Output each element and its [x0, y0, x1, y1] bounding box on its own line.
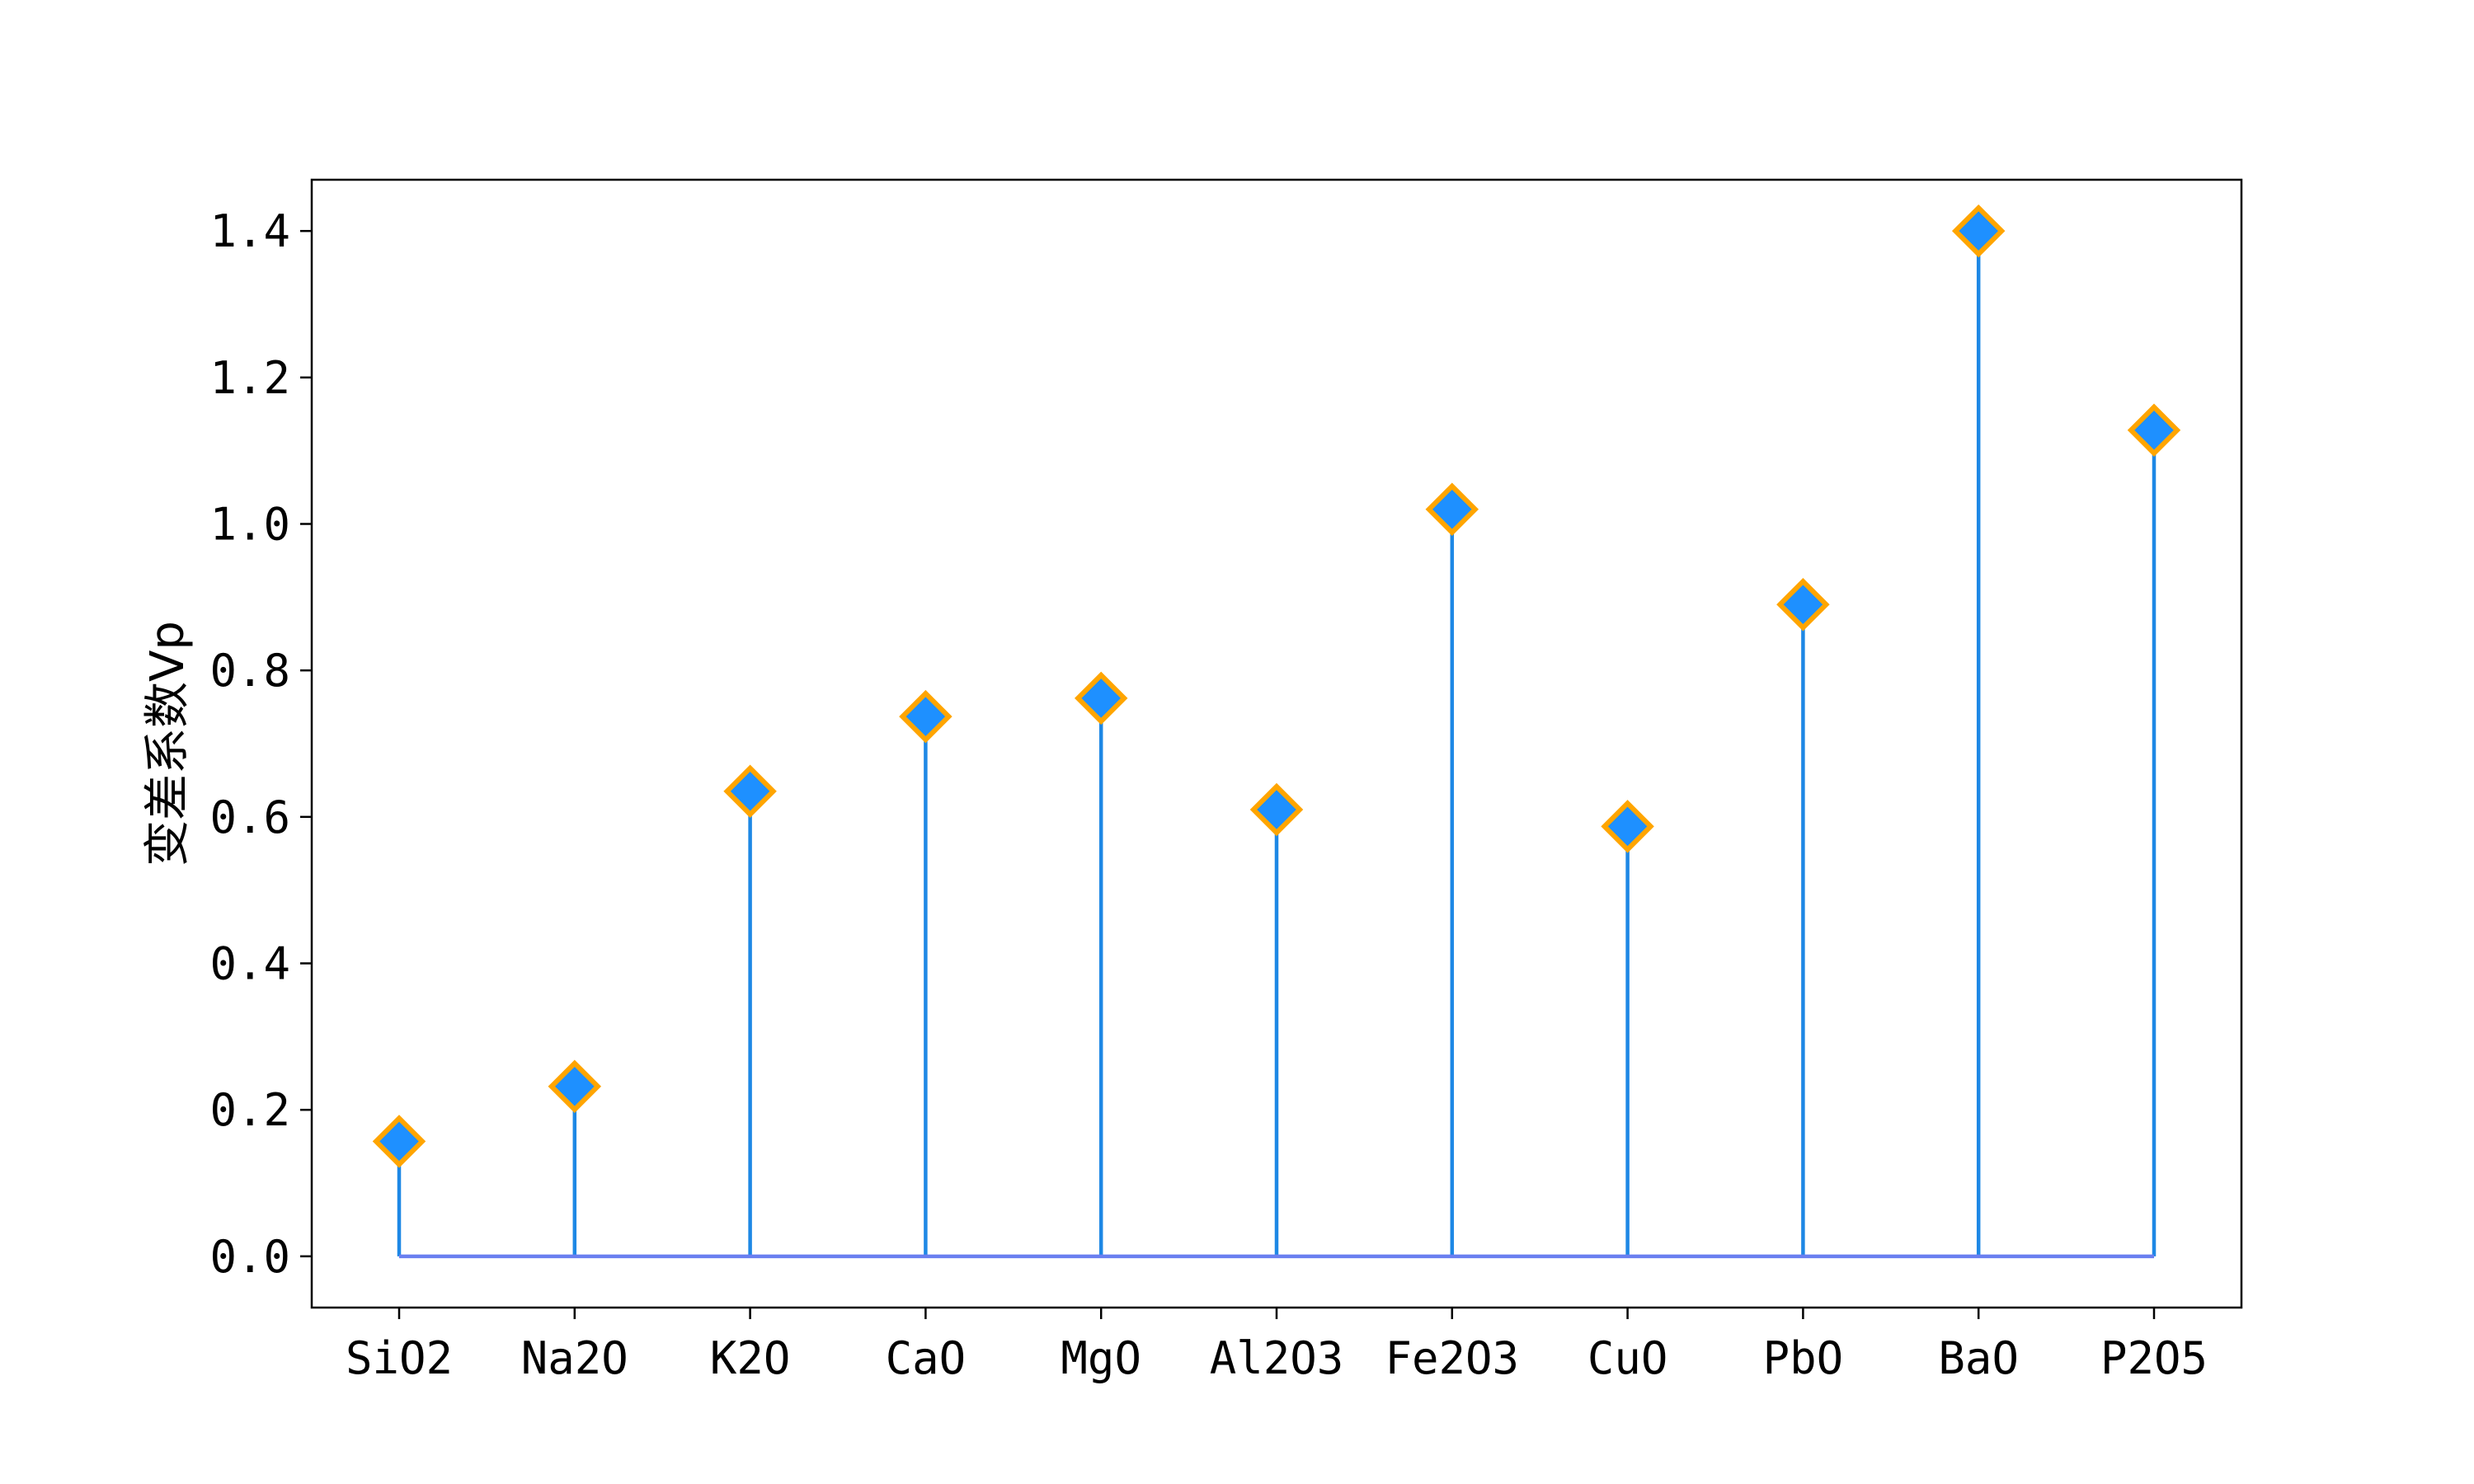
marker-mgo: [1074, 671, 1128, 726]
x-tick-label-p2o5: P2O5: [2100, 1332, 2208, 1384]
x-tick-label-sio2: SiO2: [346, 1332, 453, 1384]
y-axis-label: 变差系数Vp: [141, 621, 195, 866]
marker-sio2: [372, 1115, 426, 1168]
x-tick-label-bao: BaO: [1938, 1332, 2019, 1384]
marker-cao: [899, 689, 952, 744]
x-tick-label-cao: CaO: [886, 1332, 967, 1384]
y-tick-label: 0.0: [209, 1231, 290, 1283]
y-tick-label: 0.2: [209, 1084, 290, 1136]
y-axis: 0.0 0.2 0.4 0.6 0.8 1.0 1.2 1.4: [209, 205, 312, 1283]
x-tick-label-al2o3: Al2O3: [1210, 1332, 1344, 1384]
y-tick-label: 1.2: [209, 352, 290, 404]
x-tick-label-cuo: CuO: [1587, 1332, 1668, 1384]
x-tick-label-mgo: MgO: [1061, 1332, 1141, 1384]
marker-na2o: [548, 1059, 602, 1113]
x-axis: SiO2 Na2O K2O CaO MgO Al2O3 Fe2O3 CuO PbO BaO P2O5: [346, 1308, 2208, 1384]
marker-k2o: [723, 764, 777, 818]
marker-cuo: [1601, 800, 1654, 853]
marker-fe2o3: [1425, 482, 1479, 536]
y-tick-label: 0.4: [209, 937, 290, 989]
y-tick-label: 0.8: [209, 645, 290, 697]
plot-area: [310, 178, 2243, 1309]
marker-bao: [1951, 204, 2006, 258]
y-tick-label: 1.0: [209, 499, 290, 551]
x-tick-label-pbo: PbO: [1763, 1332, 1844, 1384]
marker-pbo: [1776, 577, 1830, 632]
y-tick-label: 0.6: [209, 791, 290, 843]
x-tick-label-fe2o3: Fe2O3: [1385, 1332, 1520, 1384]
y-tick-label: 1.4: [209, 205, 290, 257]
marker-al2o3: [1249, 782, 1304, 837]
marker-p2o5: [2127, 403, 2181, 458]
x-tick-label-na2o: Na2O: [521, 1332, 628, 1384]
x-tick-label-k2o: K2O: [710, 1332, 791, 1384]
